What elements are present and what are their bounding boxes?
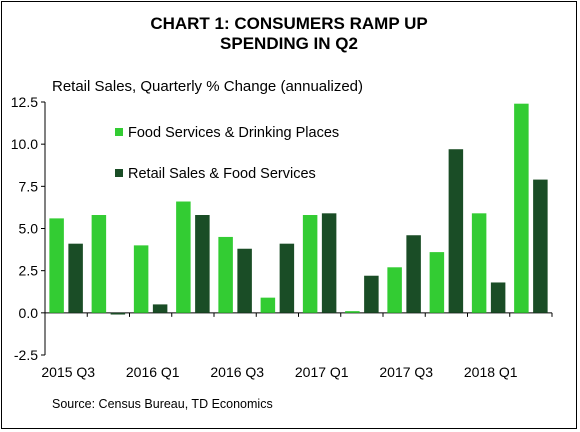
bar-retail-sales [321,213,337,313]
bar-food-services [514,103,529,313]
x-tick-label: 2016 Q1 [126,364,180,380]
bar-retail-sales [448,149,464,313]
bar-food-services [91,215,107,313]
bar-retail-sales [490,282,506,313]
y-tick-label: -2.5 [14,347,38,363]
x-tick-label: 2017 Q3 [379,364,433,380]
bar-food-services [176,201,191,313]
bar-retail-sales [195,215,210,313]
bar-retail-sales [364,275,379,313]
bar-food-services [218,236,233,313]
bar-food-services [345,311,360,313]
y-tick-label: 7.5 [19,178,39,194]
bar-food-services [471,213,487,313]
x-tick-label: 2016 Q3 [210,364,264,380]
y-tick-label: 2.5 [19,263,39,279]
y-tick-label: 10.0 [11,136,38,152]
y-tick-label: 5.0 [19,221,39,237]
y-tick-label: 12.5 [11,94,38,110]
legend-swatch [115,169,123,177]
chart-title: CHART 1: CONSUMERS RAMP UP SPENDING IN Q… [0,14,578,54]
chart-source: Source: Census Bureau, TD Economics [52,397,273,411]
y-tick-label: 0.0 [19,305,39,321]
chart-subtitle: Retail Sales, Quarterly % Change (annual… [52,78,363,95]
bar-food-services [133,245,149,313]
bar-retail-sales [152,304,168,313]
bar-food-services [387,267,402,313]
legend-swatch [115,128,123,136]
x-tick-label: 2017 Q1 [295,364,349,380]
legend: Food Services & Drinking Places Retail Sa… [115,125,339,182]
bar-retail-sales [110,312,126,315]
bar-retail-sales [406,235,421,313]
bar-food-services [429,252,445,313]
bar-food-services [302,215,318,313]
x-tick-label: 2015 Q3 [41,364,95,380]
bar-retail-sales [533,179,548,313]
bar-food-services [49,218,64,313]
bar-retail-sales [68,243,83,313]
x-tick-label: 2018 Q1 [464,364,518,380]
bar-retail-sales [237,248,252,313]
legend-label: Retail Sales & Food Services [128,166,316,182]
chart-title-line2: SPENDING IN Q2 [220,34,358,53]
bar-food-services [260,297,276,313]
chart-title-line1: CHART 1: CONSUMERS RAMP UP [150,14,428,33]
bar-retail-sales [279,243,295,313]
legend-label: Food Services & Drinking Places [128,125,339,141]
